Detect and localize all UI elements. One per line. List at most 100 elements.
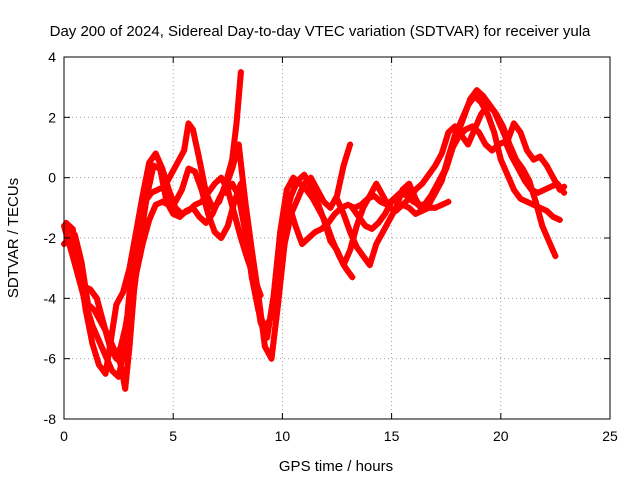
data-point	[202, 219, 209, 226]
data-point	[146, 216, 153, 223]
data-point	[305, 235, 312, 241]
data-point	[451, 123, 458, 130]
x-tick-label: 15	[384, 428, 400, 444]
data-point	[126, 265, 133, 272]
data-point	[395, 192, 402, 199]
y-axis-label: SDTVAR / TECUs	[5, 178, 22, 298]
data-point	[347, 228, 354, 235]
data-point	[347, 247, 354, 254]
data-point	[233, 120, 240, 127]
data-point	[198, 186, 205, 193]
data-point	[524, 147, 531, 154]
data-point	[196, 156, 203, 163]
data-point	[111, 346, 118, 353]
data-point	[399, 201, 406, 208]
data-point	[294, 177, 301, 184]
data-point	[388, 198, 395, 205]
data-point	[117, 361, 124, 368]
data-point	[434, 180, 441, 187]
data-point	[556, 186, 563, 193]
data-point	[196, 213, 203, 220]
y-tick-label: 4	[48, 49, 56, 65]
data-point	[530, 156, 537, 163]
data-point	[375, 219, 382, 226]
series-trace-i	[399, 102, 568, 208]
data-point	[510, 120, 517, 127]
data-point	[373, 241, 380, 248]
data-point	[377, 198, 384, 205]
data-point	[268, 313, 275, 320]
data-point	[172, 204, 179, 211]
data-point	[288, 192, 295, 199]
data-point	[441, 168, 448, 175]
data-point	[368, 225, 375, 232]
data-point	[78, 259, 85, 266]
data-point	[146, 159, 153, 166]
data-point	[104, 331, 111, 338]
data-point	[344, 201, 351, 208]
data-point	[261, 325, 268, 332]
data-point	[122, 385, 129, 392]
x-tick-label: 0	[60, 428, 68, 444]
data-point	[504, 171, 511, 178]
data-point	[513, 156, 520, 163]
data-point	[517, 129, 524, 136]
data-point	[379, 192, 386, 199]
data-point	[237, 69, 244, 76]
data-point	[137, 235, 144, 241]
series-trace-d	[65, 141, 354, 392]
data-point	[283, 186, 290, 193]
data-point	[340, 162, 347, 169]
data-point	[285, 201, 292, 208]
data-point	[366, 262, 373, 269]
data-point	[143, 192, 150, 199]
data-point	[401, 186, 408, 193]
data-point	[89, 340, 96, 347]
data-point	[320, 216, 327, 223]
data-point	[294, 195, 301, 202]
data-point	[71, 231, 78, 238]
data-point	[231, 198, 238, 205]
data-point	[425, 171, 432, 178]
data-point	[497, 156, 504, 163]
data-point	[561, 189, 568, 196]
data-point	[519, 165, 526, 172]
data-point	[93, 295, 100, 302]
data-point	[349, 274, 356, 281]
data-point	[462, 126, 469, 133]
y-tick-label: -2	[44, 230, 57, 246]
data-point	[235, 141, 242, 148]
data-point	[109, 367, 116, 374]
data-point	[545, 238, 552, 245]
data-point	[355, 213, 362, 220]
data-point	[334, 195, 340, 202]
data-point	[412, 186, 419, 193]
data-point	[119, 289, 126, 296]
data-point	[543, 162, 550, 169]
data-point	[414, 201, 421, 208]
data-point	[229, 165, 236, 172]
data-point	[331, 210, 338, 217]
data-point	[334, 247, 340, 254]
data-point	[421, 201, 428, 208]
data-point	[480, 93, 487, 100]
data-point	[353, 244, 360, 251]
data-point	[392, 204, 399, 211]
data-point	[406, 204, 413, 211]
data-point	[189, 204, 196, 211]
data-point	[419, 180, 426, 187]
data-point	[242, 198, 249, 205]
data-point	[537, 153, 544, 160]
data-point	[163, 198, 170, 205]
data-point	[113, 301, 120, 308]
data-point	[154, 186, 161, 193]
data-point	[373, 180, 380, 187]
data-point	[176, 213, 183, 220]
data-point	[275, 271, 282, 278]
data-point	[517, 195, 524, 202]
data-point	[95, 361, 102, 368]
data-point	[327, 238, 334, 245]
data-point	[152, 150, 159, 157]
data-point	[550, 174, 557, 181]
